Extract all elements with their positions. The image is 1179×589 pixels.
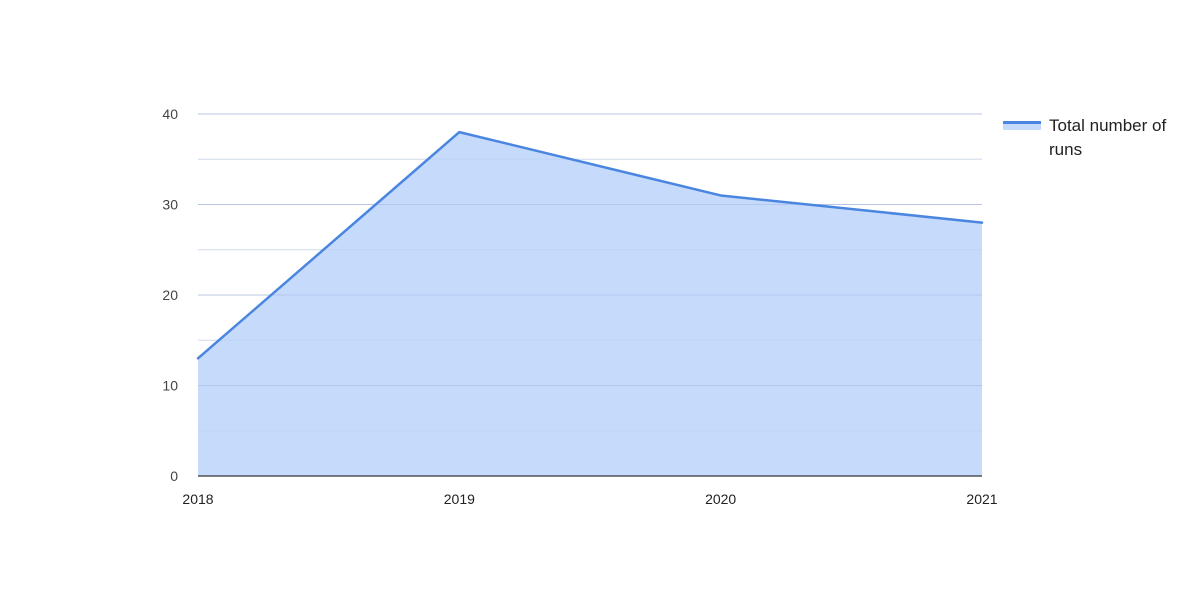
legend-swatch-total-runs [1003, 121, 1041, 130]
x-tick-label: 2019 [444, 491, 475, 507]
x-tick-label: 2021 [966, 491, 997, 507]
y-tick-label: 40 [162, 106, 178, 122]
legend-label-total-runs: Total number of runs [1049, 116, 1167, 159]
y-tick-label: 30 [162, 197, 178, 213]
y-tick-label: 20 [162, 287, 178, 303]
y-tick-label: 10 [162, 378, 178, 394]
x-tick-label: 2018 [182, 491, 213, 507]
legend: Total number of runs [1003, 114, 1169, 162]
series-line-total-runs [196, 130, 984, 360]
x-tick-label: 2020 [705, 491, 736, 507]
area-fill-total-runs [198, 132, 982, 476]
y-tick-label: 0 [170, 468, 178, 484]
